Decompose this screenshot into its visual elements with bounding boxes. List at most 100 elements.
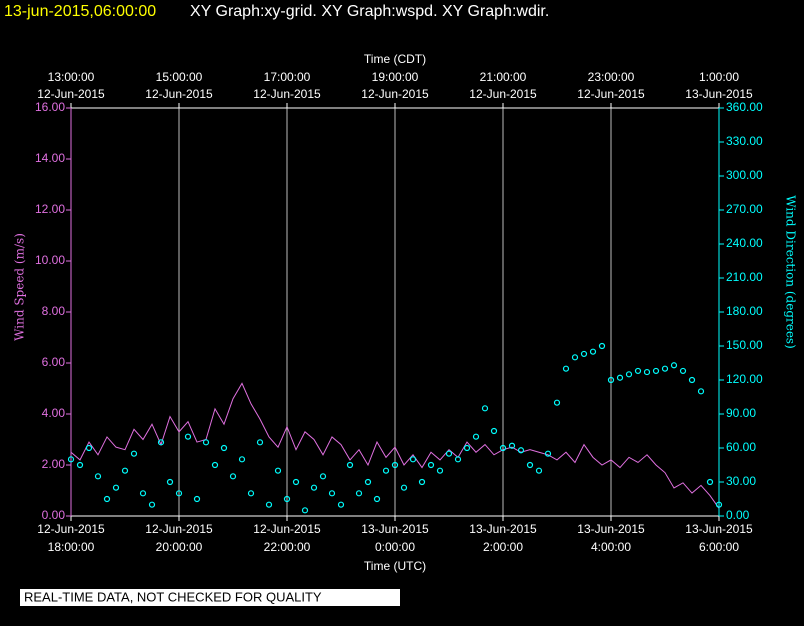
y2-tick-label: 0.00 [726, 508, 750, 522]
wind-direction-point [652, 367, 660, 375]
wind-direction-point [697, 388, 705, 395]
wind-direction-point [589, 348, 597, 355]
wind-direction-point [310, 484, 318, 491]
wind-direction-point [364, 478, 372, 486]
wind-direction-point [166, 478, 174, 486]
wind-direction-point [76, 461, 84, 469]
y-tick-label: 2.00 [42, 457, 66, 471]
wind-direction-point [436, 467, 444, 474]
wind-direction-point [661, 365, 669, 372]
x2-tick-label: 12-Jun-2015 [361, 87, 429, 101]
header-time: 13-jun-2015,06:00:00 [4, 3, 156, 20]
wind-direction-point [553, 399, 561, 406]
wind-direction-point [544, 450, 552, 457]
wind-direction-point [373, 495, 381, 503]
wind-direction-point [193, 495, 201, 503]
x-tick-label: 13-Jun-2015 [685, 522, 753, 536]
x-tick-label: 13-Jun-2015 [361, 522, 429, 536]
y-tick-label: 0.00 [42, 508, 66, 522]
wind-direction-point [238, 456, 246, 463]
wind-direction-point [580, 350, 588, 358]
wind-direction-point [130, 450, 138, 457]
y2-tick-label: 120.00 [726, 372, 763, 386]
wind-direction-point [328, 490, 336, 497]
x-tick-label: 2:00:00 [483, 540, 523, 554]
x-tick-label: 13-Jun-2015 [469, 522, 537, 536]
wind-direction-point [634, 367, 642, 375]
wind-direction-point [517, 447, 525, 454]
wind-direction-point [301, 507, 309, 514]
wind-direction-point [85, 444, 93, 452]
wind-direction-point [112, 484, 120, 491]
x2-tick-label: 13-Jun-2015 [685, 87, 753, 101]
wind-direction-point [418, 478, 426, 486]
wind-direction-point [670, 362, 678, 369]
footer-box [20, 589, 400, 606]
wind-direction-point [139, 490, 147, 497]
x2-axis-label: Time (CDT) [364, 52, 426, 66]
wind-direction-point [148, 501, 156, 508]
x2-tick-label: 17:00:00 [264, 70, 311, 84]
y2-tick-label: 90.00 [726, 406, 756, 420]
wind-direction-point [391, 461, 399, 469]
wind-direction-point [616, 374, 624, 381]
wind-direction-point [535, 467, 543, 474]
wind-direction-point [211, 461, 219, 469]
x2-tick-label: 12-Jun-2015 [145, 87, 213, 101]
y-tick-label: 8.00 [42, 304, 66, 318]
chart-title: XY Graph:xy-grid. XY Graph:wspd. XY Grap… [190, 3, 549, 20]
wind-direction-point [409, 456, 417, 463]
wind-direction-point [355, 490, 363, 497]
wind-direction-point [337, 501, 345, 508]
x-tick-label: 20:00:00 [156, 540, 203, 554]
x-tick-label: 0:00:00 [375, 540, 415, 554]
wind-direction-point [382, 467, 390, 474]
wind-direction-point [607, 376, 615, 384]
x-axis-label: Time (UTC) [364, 559, 426, 573]
x-tick-label: 22:00:00 [264, 540, 311, 554]
wind-direction-point [256, 439, 264, 446]
y2-tick-label: 330.00 [726, 134, 763, 148]
x-tick-label: 4:00:00 [591, 540, 631, 554]
wind-direction-point [247, 490, 255, 497]
wind-direction-point [454, 456, 462, 463]
wind-direction-point [202, 439, 210, 446]
wind-direction-point [184, 433, 192, 440]
wind-direction-point [562, 365, 570, 372]
wind-direction-point [292, 478, 300, 486]
x2-tick-label: 1:00:00 [699, 70, 739, 84]
wind-direction-point [121, 467, 129, 474]
wind-direction-point [643, 368, 651, 376]
wind-direction-point [175, 490, 183, 497]
wind-direction-point [598, 342, 606, 350]
x-tick-label: 12-Jun-2015 [37, 522, 105, 536]
x2-tick-label: 12-Jun-2015 [253, 87, 321, 101]
wind-direction-point [508, 442, 516, 449]
x2-tick-label: 13:00:00 [48, 70, 95, 84]
wind-direction-point [400, 484, 408, 491]
x2-tick-label: 21:00:00 [480, 70, 527, 84]
wind-direction-point [571, 354, 579, 361]
wind-direction-point [283, 495, 291, 503]
x2-tick-label: 12-Jun-2015 [577, 87, 645, 101]
x2-tick-label: 19:00:00 [372, 70, 419, 84]
y2-tick-label: 360.00 [726, 100, 763, 114]
wind-direction-point [319, 473, 327, 480]
wind-speed-line [70, 382, 720, 509]
y-tick-label: 16.00 [35, 100, 65, 114]
y-tick-label: 14.00 [35, 151, 65, 165]
x-tick-label: 12-Jun-2015 [253, 522, 321, 536]
wind-direction-point [481, 405, 489, 412]
wind-direction-point [229, 473, 237, 480]
y2-tick-label: 30.00 [726, 474, 756, 488]
y-tick-label: 10.00 [35, 253, 65, 267]
y2-tick-label: 210.00 [726, 270, 763, 284]
y2-tick-label: 300.00 [726, 168, 763, 182]
x-tick-label: 12-Jun-2015 [145, 522, 213, 536]
wind-direction-point [706, 478, 714, 486]
x-tick-label: 18:00:00 [48, 540, 95, 554]
wind-direction-point [220, 444, 228, 452]
wind-direction-point [463, 444, 471, 452]
